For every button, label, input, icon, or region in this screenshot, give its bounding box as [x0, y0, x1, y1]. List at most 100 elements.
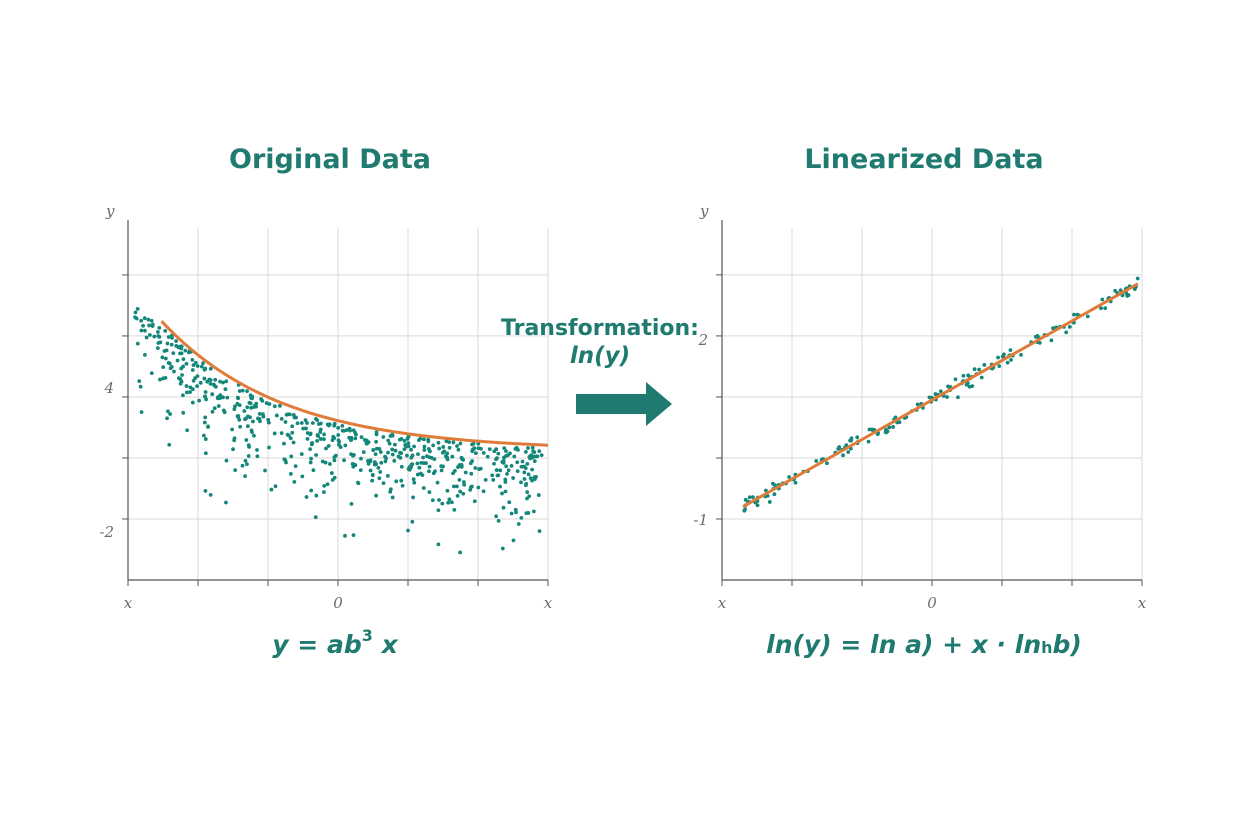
data-point: [492, 461, 496, 466]
data-point: [479, 446, 483, 451]
equation-original-exponent: 3: [361, 626, 373, 645]
data-point: [522, 477, 527, 481]
data-point: [411, 495, 415, 500]
data-point: [945, 395, 949, 399]
data-point: [755, 503, 760, 508]
data-point: [866, 439, 871, 444]
x-tick-label: 0: [927, 594, 937, 612]
data-point: [381, 481, 386, 485]
data-point: [415, 461, 420, 466]
data-point: [370, 473, 375, 478]
data-point: [390, 495, 395, 500]
data-point: [282, 441, 286, 446]
data-point: [243, 458, 248, 463]
data-point: [164, 348, 169, 353]
data-point: [180, 373, 184, 377]
data-point: [387, 441, 392, 446]
data-point: [772, 492, 777, 497]
data-point: [146, 317, 151, 322]
data-point: [495, 456, 499, 461]
data-point: [255, 448, 259, 452]
data-point: [205, 379, 210, 384]
data-point: [374, 439, 379, 444]
data-point: [386, 450, 390, 455]
data-point: [461, 491, 466, 496]
data-point: [498, 468, 503, 473]
data-point: [498, 484, 502, 489]
data-point: [447, 445, 452, 450]
data-point: [525, 490, 530, 495]
data-point: [359, 435, 364, 440]
data-point: [322, 437, 326, 442]
data-point: [496, 451, 501, 456]
data-point: [406, 435, 411, 439]
data-point: [370, 478, 375, 483]
data-point: [299, 421, 304, 425]
data-point: [505, 472, 509, 476]
data-point: [1005, 360, 1010, 365]
data-point: [887, 425, 892, 430]
data-point: [437, 446, 442, 451]
data-point: [246, 454, 251, 458]
data-point: [299, 452, 304, 456]
data-point: [509, 511, 514, 516]
data-point: [525, 461, 530, 466]
data-point: [336, 425, 341, 430]
data-point: [412, 444, 416, 449]
data-point: [523, 483, 528, 488]
data-point: [504, 464, 509, 469]
data-point: [303, 418, 308, 423]
data-point: [283, 420, 288, 424]
data-point: [240, 388, 245, 393]
data-point: [203, 437, 208, 441]
data-point: [184, 384, 189, 388]
data-point: [257, 412, 262, 416]
data-point: [330, 478, 335, 482]
data-point: [291, 413, 296, 417]
data-point: [392, 458, 397, 463]
data-point: [349, 437, 354, 442]
data-point: [313, 515, 318, 520]
x-tick-label: 0: [333, 594, 343, 612]
data-point: [496, 518, 501, 523]
data-point: [243, 474, 247, 479]
data-point: [1085, 314, 1090, 319]
equation-linearized: ln(y) = ln a) + x · lnhb): [714, 630, 1134, 659]
equation-linearized-part1: ln(y) = ln a) + x · ln: [766, 630, 1042, 659]
data-point: [163, 329, 168, 333]
data-point: [351, 533, 356, 538]
data-point: [343, 533, 347, 538]
data-point: [1113, 288, 1118, 293]
data-point: [504, 449, 508, 454]
data-point: [174, 339, 179, 343]
data-point: [406, 528, 410, 533]
data-point: [1008, 348, 1013, 353]
data-point: [470, 449, 475, 454]
data-point: [326, 444, 331, 448]
data-point: [257, 417, 262, 421]
data-point: [456, 447, 461, 452]
data-point: [359, 456, 363, 461]
data-point: [390, 452, 395, 457]
data-point: [203, 366, 208, 371]
data-point: [138, 384, 143, 389]
data-point: [246, 414, 250, 419]
data-point: [793, 480, 798, 485]
data-point: [440, 450, 445, 455]
data-point: [188, 390, 192, 395]
data-point: [208, 366, 213, 371]
data-point: [261, 412, 265, 417]
data-point: [441, 445, 446, 449]
data-point: [1118, 288, 1123, 293]
data-point: [422, 437, 426, 442]
data-point: [267, 402, 272, 406]
data-point: [393, 442, 397, 447]
equation-original-rhs: x: [372, 630, 398, 659]
data-point: [399, 478, 404, 483]
data-point: [420, 473, 425, 477]
data-point: [469, 471, 474, 476]
data-point: [135, 341, 140, 346]
data-point: [742, 508, 747, 513]
data-point: [481, 489, 486, 494]
data-point: [837, 445, 842, 449]
